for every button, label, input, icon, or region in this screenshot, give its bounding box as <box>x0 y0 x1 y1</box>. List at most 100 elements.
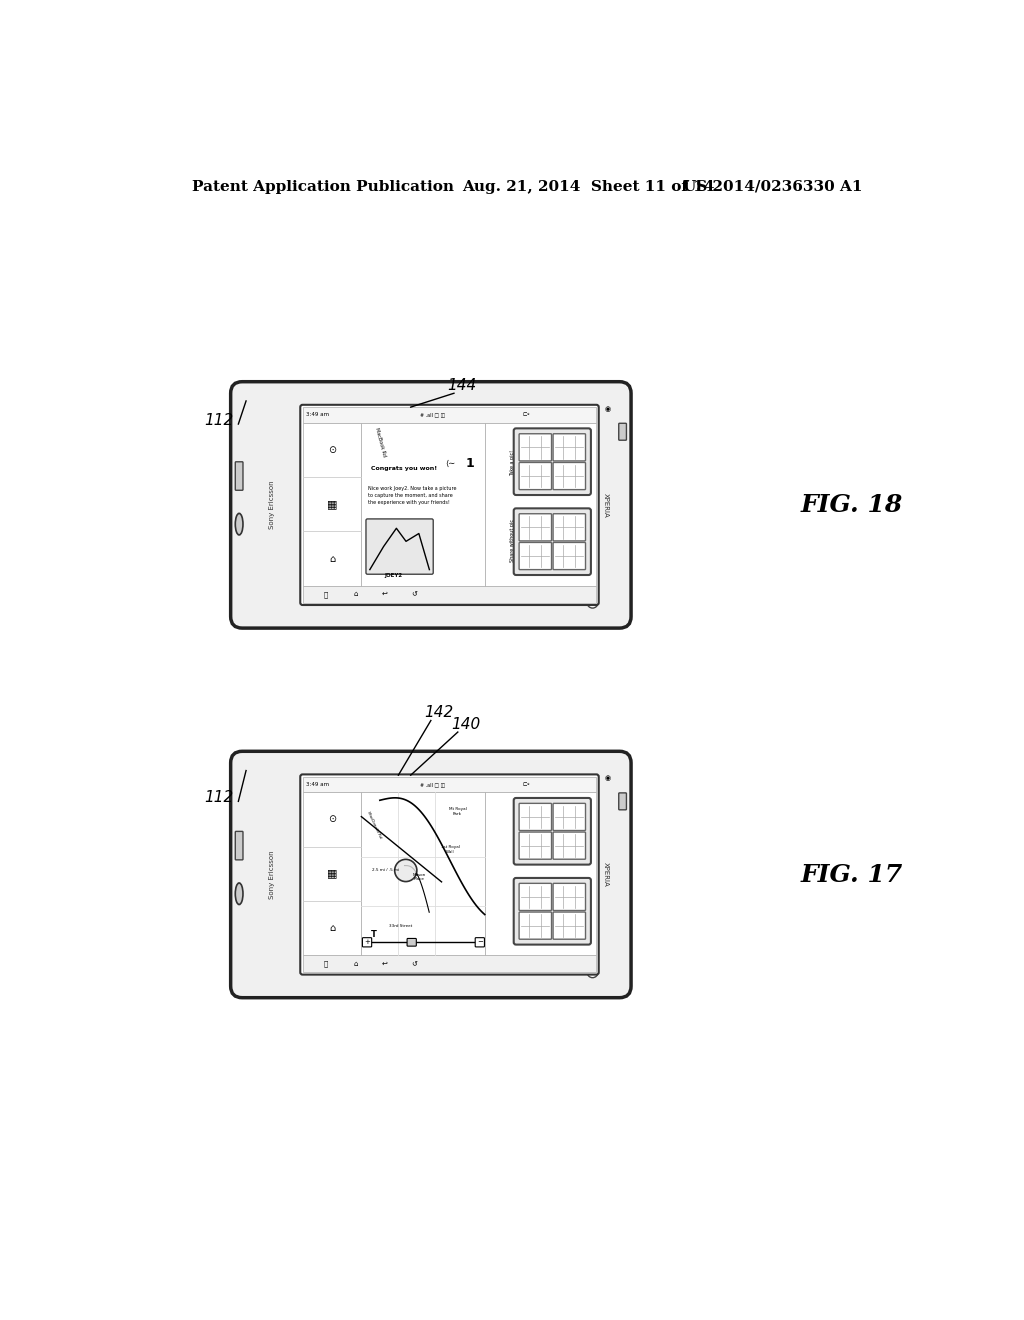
FancyBboxPatch shape <box>553 543 586 570</box>
Text: FIG. 17: FIG. 17 <box>801 862 903 887</box>
Text: ⌂: ⌂ <box>353 591 357 597</box>
FancyBboxPatch shape <box>553 513 586 541</box>
Text: Take a pic!: Take a pic! <box>510 450 515 477</box>
Text: ⬛: ⬛ <box>324 961 329 968</box>
Text: 2.5 mi / .5 mi: 2.5 mi / .5 mi <box>373 869 399 873</box>
FancyBboxPatch shape <box>519 804 552 830</box>
FancyBboxPatch shape <box>519 434 552 461</box>
FancyBboxPatch shape <box>553 804 586 830</box>
Text: ⌂: ⌂ <box>329 923 335 933</box>
Text: ↩: ↩ <box>382 961 388 966</box>
FancyBboxPatch shape <box>236 462 243 490</box>
FancyBboxPatch shape <box>514 508 591 576</box>
Text: Patent Application Publication: Patent Application Publication <box>193 180 455 194</box>
Text: 112: 112 <box>205 413 233 428</box>
Text: MacBook Rd: MacBook Rd <box>374 426 386 457</box>
Text: ↺: ↺ <box>412 961 417 966</box>
FancyBboxPatch shape <box>519 832 552 859</box>
FancyBboxPatch shape <box>618 424 627 441</box>
Bar <box>361 422 484 586</box>
FancyBboxPatch shape <box>236 832 243 859</box>
FancyBboxPatch shape <box>553 832 586 859</box>
Text: −: − <box>477 940 482 945</box>
FancyBboxPatch shape <box>300 775 599 974</box>
Text: 3:49 am: 3:49 am <box>306 781 330 787</box>
Text: FIG. 18: FIG. 18 <box>801 492 903 517</box>
FancyBboxPatch shape <box>519 513 552 541</box>
Text: Sony Ericsson: Sony Ericsson <box>269 850 275 899</box>
Text: ⊙: ⊙ <box>328 814 336 824</box>
Text: Congrats you won!: Congrats you won! <box>372 466 437 471</box>
FancyBboxPatch shape <box>475 937 484 946</box>
Text: US 2014/0236330 A1: US 2014/0236330 A1 <box>683 180 862 194</box>
Text: # .all □ ◫: # .all □ ◫ <box>420 781 445 787</box>
Text: +: + <box>365 940 370 945</box>
Text: # .all □ ◫: # .all □ ◫ <box>420 412 445 417</box>
Text: 112: 112 <box>205 789 233 805</box>
Text: ▦: ▦ <box>327 499 337 510</box>
Text: 1st Royal
Wall: 1st Royal Wall <box>440 845 460 854</box>
Text: Share without pic: Share without pic <box>510 519 515 561</box>
FancyBboxPatch shape <box>553 883 586 911</box>
FancyBboxPatch shape <box>553 434 586 461</box>
Text: 1: 1 <box>466 457 474 470</box>
Text: XPERIA: XPERIA <box>603 492 608 517</box>
Bar <box>302 586 596 603</box>
Bar <box>302 422 361 586</box>
Text: Sony Ericsson: Sony Ericsson <box>269 480 275 529</box>
Text: ⬛: ⬛ <box>324 591 329 598</box>
Text: Mason
Place: Mason Place <box>413 873 426 882</box>
Text: ↩: ↩ <box>382 591 388 597</box>
Bar <box>302 776 596 792</box>
Text: Aug. 21, 2014  Sheet 11 of 14: Aug. 21, 2014 Sheet 11 of 14 <box>462 180 714 194</box>
Bar <box>484 792 596 956</box>
FancyBboxPatch shape <box>519 543 552 570</box>
Bar <box>302 407 596 422</box>
Bar <box>302 792 361 956</box>
Ellipse shape <box>236 513 243 535</box>
Bar <box>302 956 596 973</box>
Text: T: T <box>371 931 377 939</box>
Text: 33rd Street: 33rd Street <box>389 924 413 928</box>
FancyBboxPatch shape <box>408 939 417 946</box>
Circle shape <box>394 859 417 882</box>
FancyBboxPatch shape <box>519 912 552 940</box>
Text: 142: 142 <box>424 705 454 721</box>
FancyBboxPatch shape <box>519 883 552 911</box>
Text: ⊙: ⊙ <box>328 445 336 454</box>
FancyBboxPatch shape <box>366 519 433 574</box>
Bar <box>361 792 484 956</box>
FancyBboxPatch shape <box>362 937 372 946</box>
Text: ◉: ◉ <box>605 775 611 781</box>
Text: JOEY2: JOEY2 <box>384 573 402 578</box>
Text: MacDonald Rd: MacDonald Rd <box>366 810 382 840</box>
Text: ⌂: ⌂ <box>329 553 335 564</box>
Circle shape <box>587 597 598 609</box>
Ellipse shape <box>236 883 243 904</box>
FancyBboxPatch shape <box>230 381 631 628</box>
Text: 144: 144 <box>447 378 476 393</box>
Circle shape <box>587 968 598 978</box>
Text: ⟨∼: ⟨∼ <box>445 459 456 467</box>
FancyBboxPatch shape <box>514 429 591 495</box>
FancyBboxPatch shape <box>553 912 586 940</box>
FancyBboxPatch shape <box>553 462 586 490</box>
Text: XPERIA: XPERIA <box>603 862 608 887</box>
Text: ⊏∘: ⊏∘ <box>523 412 531 417</box>
Text: 3:49 am: 3:49 am <box>306 412 330 417</box>
FancyBboxPatch shape <box>519 462 552 490</box>
Text: Nice work Joey2. Now take a picture
to capture the moment, and share
the experie: Nice work Joey2. Now take a picture to c… <box>368 487 456 506</box>
Text: Mt Royal
Park: Mt Royal Park <box>449 808 467 816</box>
FancyBboxPatch shape <box>618 793 627 810</box>
Text: ↺: ↺ <box>412 591 417 597</box>
Text: ⊏∘: ⊏∘ <box>523 781 531 787</box>
FancyBboxPatch shape <box>514 878 591 945</box>
Text: ⌂: ⌂ <box>353 961 357 966</box>
Text: ▦: ▦ <box>327 869 337 879</box>
Bar <box>484 422 596 586</box>
Text: 140: 140 <box>451 717 480 731</box>
FancyBboxPatch shape <box>230 751 631 998</box>
FancyBboxPatch shape <box>300 405 599 605</box>
FancyBboxPatch shape <box>514 799 591 865</box>
Text: ◉: ◉ <box>605 405 611 412</box>
